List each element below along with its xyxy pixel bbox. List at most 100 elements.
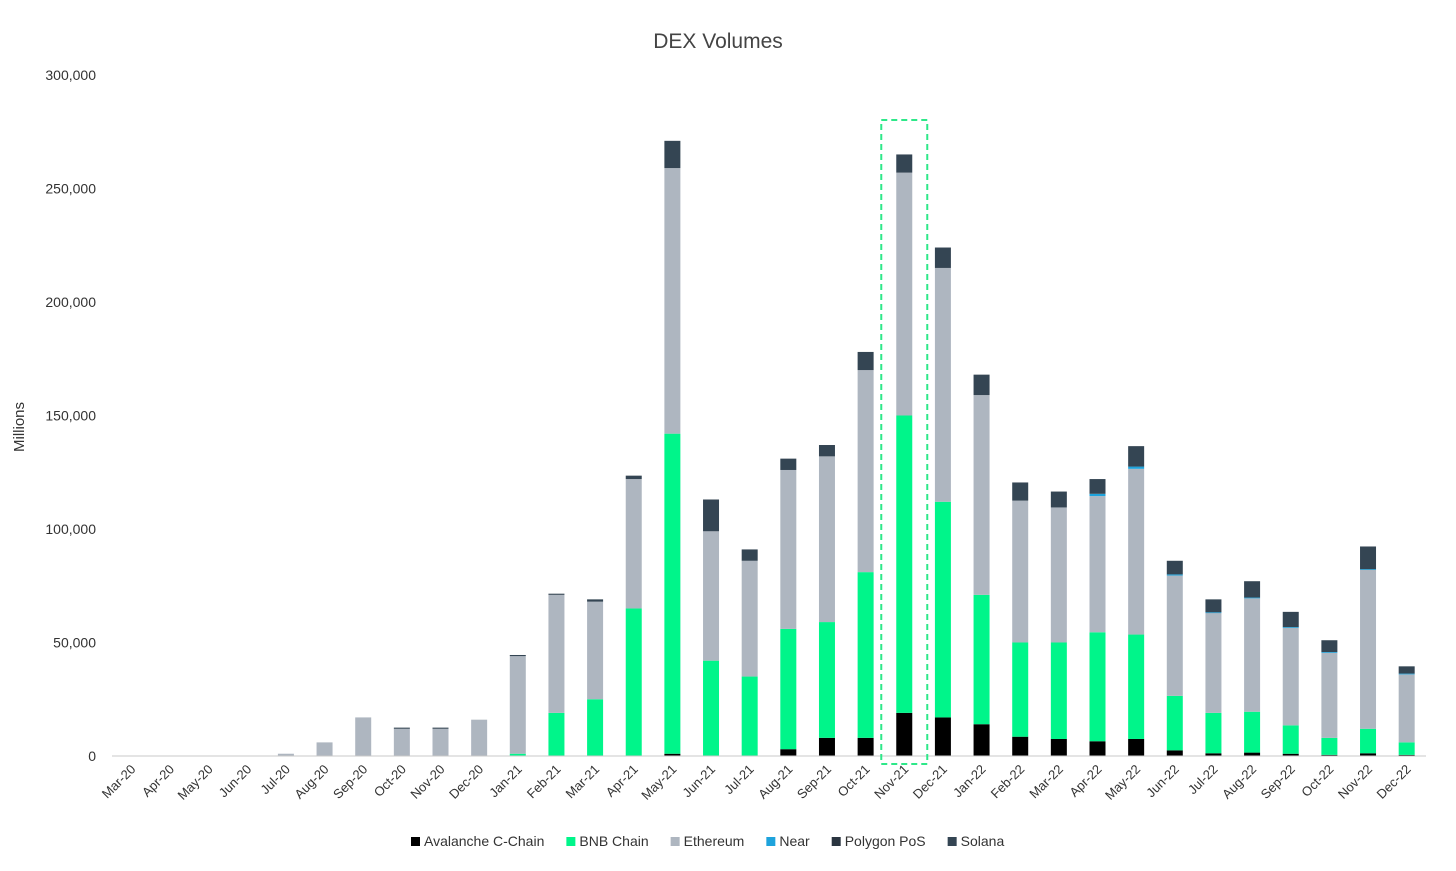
- x-tick-label: Jun-22: [1143, 762, 1182, 801]
- bar-segment-avalanche-c-chain-oct-21: [857, 737, 874, 756]
- x-tick-label: Apr-20: [139, 762, 177, 800]
- bar-segment-avalanche-c-chain-nov-21: [896, 712, 913, 756]
- y-tick-label: 250,000: [45, 181, 96, 197]
- x-tick-label: Dec-22: [1374, 762, 1414, 802]
- x-tick-label: Mar-22: [1026, 762, 1066, 802]
- bar-segment-avalanche-c-chain-nov-22: [1360, 753, 1377, 756]
- bar-segment-bnb-chain-aug-21: [780, 628, 797, 750]
- bar-segment-ethereum-jul-22: [1205, 612, 1222, 713]
- bar-segment-bnb-chain-nov-21: [896, 415, 913, 713]
- bar-segment-ethereum-mar-21: [587, 601, 604, 700]
- bar-segment-avalanche-c-chain-aug-22: [1244, 752, 1261, 756]
- bar-segment-bnb-chain-may-22: [1128, 634, 1145, 739]
- x-tick-label: Sep-22: [1258, 762, 1298, 802]
- bar-segment-ethereum-nov-21: [896, 172, 913, 416]
- bar-segment-ethereum-may-21: [664, 168, 681, 434]
- bar-segment-bnb-chain-dec-22: [1398, 742, 1415, 755]
- x-tick-label: Jul-21: [721, 762, 757, 798]
- bar-segment-bnb-chain-mar-22: [1050, 642, 1067, 739]
- bar-segment-bnb-chain-apr-21: [625, 608, 642, 756]
- bar-segment-ethereum-feb-22: [1012, 500, 1029, 643]
- legend-label-solana: Solana: [961, 833, 1005, 849]
- x-tick-label: Dec-21: [910, 762, 950, 802]
- x-tick-label: Jan-22: [950, 762, 989, 801]
- bar-segment-solana-aug-22: [1244, 581, 1261, 598]
- x-tick-label: Nov-22: [1335, 762, 1375, 802]
- bar-segment-solana-jan-22: [973, 374, 990, 396]
- x-tick-label: May-21: [638, 762, 679, 803]
- legend-label-avalanche-c-chain: Avalanche C-Chain: [424, 833, 544, 849]
- bar-segment-avalanche-c-chain-apr-22: [1089, 741, 1106, 756]
- bar-segment-ethereum-jan-22: [973, 395, 990, 595]
- bar-segment-solana-nov-20: [432, 727, 449, 729]
- bar-segment-avalanche-c-chain-oct-22: [1321, 754, 1338, 756]
- bar-segment-near-jun-22: [1166, 574, 1183, 576]
- bar-segment-near-apr-22: [1089, 493, 1106, 497]
- bar-segment-bnb-chain-feb-22: [1012, 642, 1029, 737]
- x-tick-label: Feb-22: [988, 762, 1028, 802]
- bar-segment-solana-may-22: [1128, 446, 1145, 467]
- bar-segment-ethereum-jul-20: [277, 753, 294, 756]
- bar-segment-bnb-chain-jul-22: [1205, 712, 1222, 754]
- bar-segment-bnb-chain-mar-21: [587, 699, 604, 756]
- bar-segment-avalanche-c-chain-sep-21: [818, 737, 835, 756]
- bar-segment-solana-apr-21: [625, 475, 642, 480]
- bar-segment-ethereum-jul-21: [741, 560, 758, 677]
- bar-segment-solana-jan-21: [509, 654, 526, 657]
- bar-segment-bnb-chain-jun-22: [1166, 695, 1183, 751]
- x-tick-label: May-20: [174, 762, 215, 803]
- bar-segment-bnb-chain-jun-21: [703, 660, 720, 756]
- bar-segment-near-jul-22: [1205, 612, 1222, 614]
- bar-segment-solana-jul-21: [741, 549, 758, 561]
- x-tick-label: Aug-20: [291, 762, 331, 802]
- bar-segment-solana-jun-21: [703, 499, 720, 532]
- bar-segment-avalanche-c-chain-dec-22: [1398, 754, 1415, 756]
- bar-segment-solana-feb-21: [548, 593, 565, 595]
- bar-segment-bnb-chain-aug-22: [1244, 711, 1261, 753]
- x-tick-label: Jun-21: [679, 762, 718, 801]
- bar-segment-solana-jul-22: [1205, 599, 1222, 613]
- bar-segment-solana-sep-22: [1282, 611, 1299, 628]
- y-tick-label: 300,000: [45, 67, 96, 83]
- bar-segment-ethereum-oct-20: [393, 728, 410, 756]
- highlight-box: [880, 119, 929, 765]
- bar-segment-solana-jun-22: [1166, 560, 1183, 575]
- bar-segment-solana-oct-20: [393, 727, 410, 729]
- bar-segment-ethereum-dec-20: [471, 719, 488, 756]
- bar-segment-solana-aug-21: [780, 458, 797, 470]
- bar-segment-ethereum-aug-22: [1244, 598, 1261, 712]
- bar-segment-avalanche-c-chain-may-21: [664, 753, 681, 756]
- x-tick-label: Oct-21: [835, 762, 873, 800]
- bar-segment-ethereum-oct-21: [857, 370, 874, 573]
- bar-segment-solana-oct-22: [1321, 640, 1338, 653]
- bar-segment-solana-mar-22: [1050, 491, 1067, 508]
- legend-swatch-ethereum: [670, 837, 680, 846]
- bar-segment-avalanche-c-chain-feb-22: [1012, 736, 1029, 756]
- y-tick-label: 50,000: [53, 635, 96, 651]
- bar-segment-near-may-22: [1128, 466, 1145, 469]
- x-tick-label: Nov-21: [871, 762, 911, 802]
- bar-segment-ethereum-nov-22: [1360, 569, 1377, 729]
- bar-segment-solana-mar-21: [587, 599, 604, 602]
- legend-label-polygon-pos: Polygon PoS: [845, 833, 926, 849]
- y-axis-ticks: 0 50,000 100,000 150,000 200,000 250,000 300,0…: [45, 67, 96, 764]
- bar-segment-bnb-chain-feb-21: [548, 712, 565, 756]
- x-tick-label: Jul-20: [257, 762, 293, 798]
- x-tick-label: Sep-21: [794, 762, 834, 802]
- x-tick-label: Nov-20: [407, 762, 447, 802]
- x-tick-label: Jul-22: [1185, 762, 1221, 798]
- bar-segment-solana-oct-21: [857, 351, 874, 371]
- bar-segment-ethereum-sep-22: [1282, 627, 1299, 726]
- bar-segment-ethereum-sep-20: [355, 717, 372, 756]
- bar-segment-bnb-chain-oct-22: [1321, 737, 1338, 755]
- y-tick-label: 150,000: [45, 408, 96, 424]
- bar-segment-solana-dec-22: [1398, 666, 1415, 674]
- bar-segment-avalanche-c-chain-jul-22: [1205, 753, 1222, 756]
- bar-segment-bnb-chain-may-21: [664, 433, 681, 754]
- x-tick-label: Mar-21: [562, 762, 602, 802]
- bar-segment-avalanche-c-chain-may-22: [1128, 738, 1145, 756]
- bar-segment-ethereum-oct-22: [1321, 652, 1338, 738]
- bar-segment-bnb-chain-nov-22: [1360, 728, 1377, 754]
- bar-segment-ethereum-feb-21: [548, 594, 565, 713]
